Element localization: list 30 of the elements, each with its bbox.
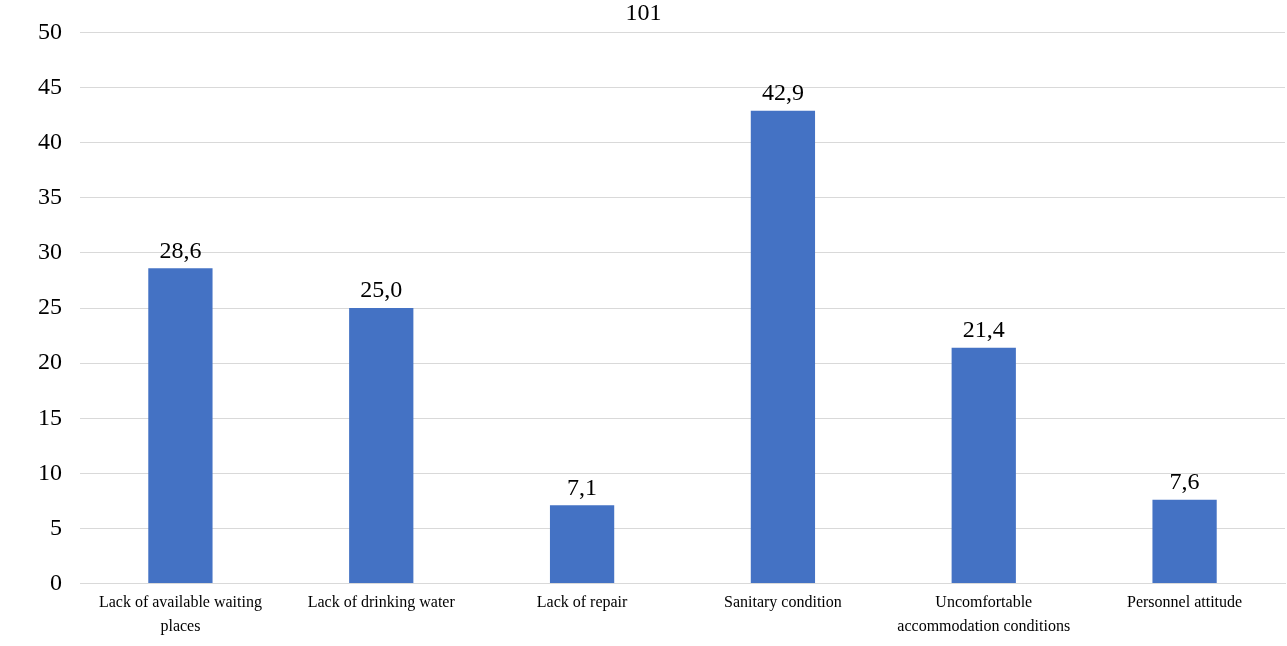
y-tick-label: 5 [50,513,62,540]
y-tick-label: 10 [38,458,62,485]
x-tick-label: Lack of available waiting places [98,593,262,635]
y-tick-label: 50 [38,17,62,44]
x-tick-label: Lack of drinking water [307,593,456,612]
bar [349,308,414,584]
x-tick-label: Sanitary condition [724,593,842,612]
bar [148,268,213,584]
bar [549,505,615,584]
x-tick-label: Uncomfortable accommodation conditions [897,593,1071,634]
y-tick-label: 30 [38,238,62,265]
x-tick-label: Personnel attitude [1127,593,1243,611]
data-label: 28,6 [159,236,202,263]
y-tick-label: 25 [38,293,62,320]
text: 101 [625,0,662,26]
data-label: 7,6 [1169,468,1200,495]
data-label: 42,9 [761,78,804,105]
bar [1152,499,1217,584]
y-tick-label: 45 [38,72,62,99]
y-tick-label: 20 [38,348,62,375]
bar [951,347,1016,584]
y-tick-label: 0 [50,568,62,595]
data-label: 7,1 [567,473,598,500]
data-label: 21,4 [962,315,1005,342]
y-tick-label: 35 [38,183,62,210]
y-tick-label: 40 [38,127,62,154]
y-tick-label: 15 [38,403,62,430]
data-label: 25,0 [360,276,403,303]
x-tick-label: Lack of repair [536,593,629,612]
bar [750,110,816,584]
